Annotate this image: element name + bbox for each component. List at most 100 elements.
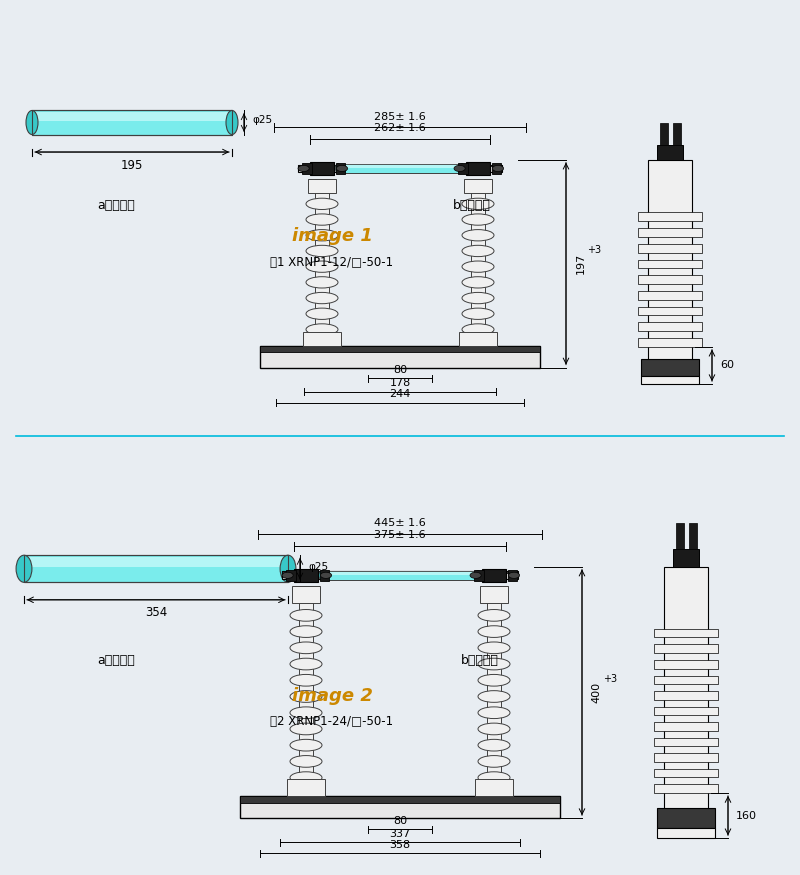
Bar (338, 164, 462, 168)
Text: 图1 XRNP1-12/□-50-1: 图1 XRNP1-12/□-50-1 (270, 256, 394, 269)
Bar (464, 179, 493, 192)
Ellipse shape (478, 772, 510, 783)
Bar (486, 586, 501, 796)
Bar (291, 586, 320, 603)
Bar (310, 162, 334, 175)
Ellipse shape (478, 707, 510, 718)
Text: 358: 358 (390, 840, 410, 850)
Bar (32, 112, 232, 122)
Bar (479, 586, 509, 603)
Bar (642, 359, 698, 376)
Text: 244: 244 (390, 389, 410, 399)
Bar (303, 332, 341, 346)
Ellipse shape (462, 276, 494, 288)
Ellipse shape (306, 261, 338, 272)
Ellipse shape (290, 642, 322, 654)
Circle shape (493, 165, 504, 172)
Bar (338, 164, 462, 173)
Ellipse shape (306, 245, 338, 256)
Bar (676, 522, 684, 549)
Text: 400: 400 (592, 682, 602, 703)
Ellipse shape (462, 324, 494, 335)
Ellipse shape (290, 610, 322, 621)
Bar (664, 567, 708, 818)
Text: 60: 60 (720, 360, 734, 370)
Ellipse shape (478, 756, 510, 767)
Bar (654, 660, 718, 668)
Bar (286, 570, 296, 581)
Ellipse shape (290, 690, 322, 703)
Bar (654, 676, 718, 684)
Text: 图2 XRNP1-24/□-50-1: 图2 XRNP1-24/□-50-1 (270, 716, 394, 728)
Text: +3: +3 (587, 246, 601, 256)
Bar (638, 276, 702, 284)
Ellipse shape (290, 707, 322, 718)
Text: image 1: image 1 (291, 228, 373, 245)
Bar (654, 707, 718, 715)
Ellipse shape (475, 570, 481, 580)
Ellipse shape (319, 570, 325, 580)
Bar (24, 556, 288, 583)
Bar (302, 163, 311, 173)
Bar (689, 522, 697, 549)
Ellipse shape (306, 292, 338, 304)
Ellipse shape (16, 555, 32, 583)
Bar (657, 145, 683, 159)
Bar (287, 780, 325, 796)
Circle shape (454, 165, 466, 172)
Ellipse shape (290, 739, 322, 751)
Ellipse shape (306, 199, 338, 209)
Ellipse shape (226, 110, 238, 135)
Ellipse shape (478, 626, 510, 637)
Bar (336, 163, 346, 173)
Ellipse shape (306, 214, 338, 225)
Bar (654, 645, 718, 653)
Ellipse shape (335, 164, 341, 173)
Text: 195: 195 (121, 158, 143, 172)
Text: 337: 337 (390, 829, 410, 838)
Bar (638, 322, 702, 331)
Text: φ25: φ25 (308, 562, 328, 571)
Text: image 2: image 2 (291, 687, 373, 704)
Bar (32, 110, 232, 135)
Bar (638, 338, 702, 346)
Bar (638, 228, 702, 237)
Bar (307, 179, 336, 192)
Circle shape (298, 165, 309, 172)
Ellipse shape (290, 772, 322, 783)
Bar (298, 164, 502, 172)
Text: 285± 1.6: 285± 1.6 (374, 112, 426, 122)
Ellipse shape (478, 658, 510, 670)
Bar (638, 244, 702, 253)
Bar (638, 306, 702, 315)
Bar (648, 159, 692, 368)
Bar (466, 162, 490, 175)
Ellipse shape (280, 555, 296, 583)
Bar (282, 571, 518, 573)
Bar (294, 569, 318, 582)
Bar (491, 163, 501, 173)
Ellipse shape (290, 723, 322, 735)
Text: 197: 197 (576, 253, 586, 274)
Bar (642, 376, 698, 384)
Bar (322, 570, 478, 580)
Bar (654, 722, 718, 731)
Bar (654, 753, 718, 762)
Bar (458, 163, 467, 173)
Bar (658, 828, 714, 838)
Ellipse shape (306, 276, 338, 288)
Ellipse shape (290, 658, 322, 670)
Ellipse shape (462, 292, 494, 304)
Bar (654, 784, 718, 793)
Bar (24, 556, 288, 567)
Text: 354: 354 (145, 606, 167, 620)
Bar (470, 179, 485, 346)
Text: b）熔断器: b）熔断器 (461, 654, 499, 667)
Circle shape (470, 572, 481, 578)
Ellipse shape (290, 756, 322, 767)
Ellipse shape (290, 626, 322, 637)
Bar (638, 291, 702, 299)
Bar (240, 796, 560, 803)
Text: b）熔断器: b）熔断器 (453, 200, 491, 212)
Circle shape (336, 165, 348, 172)
